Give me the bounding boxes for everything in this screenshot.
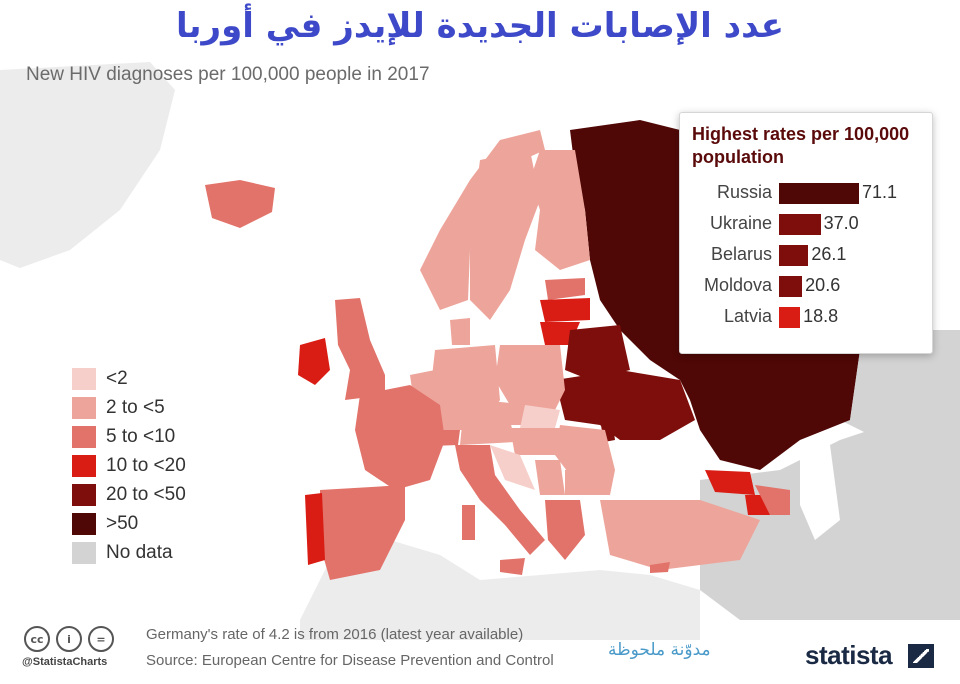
denmark-region: [450, 318, 470, 345]
blog-watermark: مدوّنة ملحوظة: [608, 640, 711, 660]
bar-value-russia: 71.1: [862, 182, 898, 202]
serbia-region: [535, 460, 565, 495]
turkey-region: [600, 500, 760, 570]
slovakia-region: [520, 405, 560, 428]
bar-value-ukraine: 37.0: [823, 213, 859, 233]
black-sea: [615, 440, 700, 490]
highest-rates-title: Highest rates per 100,000 population: [692, 124, 910, 167]
sicily-region: [500, 558, 525, 575]
bar-latvia: [779, 307, 801, 328]
iceland-region: [205, 180, 275, 228]
page-title: عدد الإصابات الجديدة للإيدز في أوربا: [176, 6, 784, 46]
azerbaijan-region: [755, 485, 790, 515]
legend-label-5to10: 5 to <10: [106, 425, 176, 447]
sardinia-region: [462, 505, 475, 540]
uk-region: [335, 298, 385, 400]
legend-item-10to20: 10 to <20: [72, 451, 186, 480]
legend-swatch-2to5: [72, 396, 96, 419]
bar-label-russia: Russia: [716, 182, 772, 202]
kazakhstan-region: [850, 340, 950, 420]
bar-label-ukraine: Ukraine: [709, 213, 772, 233]
caspian-sea: [800, 445, 840, 540]
legend-swatch-10to20: [72, 454, 96, 477]
bar-ukraine: [779, 214, 821, 235]
legend-swatch-gt50: [72, 512, 96, 535]
latvia-region: [540, 298, 590, 322]
legend-label-10to20: 10 to <20: [106, 454, 186, 476]
hungary-region: [510, 428, 565, 455]
romania-region: [555, 425, 615, 475]
legend-item-nodata: No data: [72, 538, 186, 567]
switzerland-region: [430, 430, 460, 446]
source-text: Source: European Centre for Disease Prev…: [146, 652, 554, 669]
bar-value-moldova: 20.6: [805, 275, 841, 295]
norway-region: [420, 130, 545, 310]
footnote: Germany's rate of 4.2 is from 2016 (late…: [146, 626, 524, 643]
legend-label-nodata: No data: [106, 541, 173, 563]
czechia-region: [480, 400, 530, 425]
france-region: [355, 385, 445, 490]
bar-value-belarus: 26.1: [811, 244, 847, 264]
legend-item-lt2: <2: [72, 364, 186, 393]
ireland-region: [298, 338, 330, 385]
belarus-region: [565, 325, 630, 380]
bar-russia: [779, 183, 859, 204]
bar-moldova: [779, 276, 803, 297]
legend-swatch-nodata: [72, 541, 96, 564]
bulgaria-region: [565, 470, 615, 495]
attribution-icon: i: [56, 626, 82, 652]
legend-item-20to50: 20 to <50: [72, 480, 186, 509]
bar-label-moldova: Moldova: [703, 275, 772, 295]
austria-region: [460, 420, 515, 445]
cc-icon: cc: [24, 626, 50, 652]
bar-label-belarus: Belarus: [710, 244, 772, 264]
cyprus-region: [650, 562, 670, 573]
twitter-handle[interactable]: @StatistaCharts: [22, 656, 108, 668]
bar-label-latvia: Latvia: [723, 306, 772, 326]
ukraine-region: [555, 370, 695, 440]
north-africa-landmass: [300, 540, 700, 640]
no-derivatives-icon: =: [88, 626, 114, 652]
slovenia-croatia-region: [490, 445, 535, 490]
page-subtitle: New HIV diagnoses per 100,000 people in …: [26, 64, 430, 85]
finland-region: [530, 150, 590, 270]
bar-value-latvia: 18.8: [803, 306, 839, 326]
legend-item-gt50: >50: [72, 509, 186, 538]
legend-swatch-5to10: [72, 425, 96, 448]
spain-region: [320, 485, 405, 580]
statista-logo-icon: [908, 644, 934, 668]
legend-item-2to5: 2 to <5: [72, 393, 186, 422]
highest-rates-panel: Highest rates per 100,000 population Rus…: [679, 112, 933, 354]
map-legend: <2 2 to <5 5 to <10 10 to <20 20 to <50 …: [72, 364, 186, 567]
portugal-region: [305, 493, 325, 565]
legend-swatch-lt2: [72, 367, 96, 390]
legend-label-2to5: 2 to <5: [106, 396, 165, 418]
greece-region: [545, 500, 585, 560]
legend-label-20to50: 20 to <50: [106, 483, 186, 505]
poland-region: [495, 345, 565, 410]
estonia-region: [545, 278, 585, 300]
legend-swatch-20to50: [72, 483, 96, 506]
bar-belarus: [779, 245, 809, 266]
legend-label-gt50: >50: [106, 512, 139, 534]
italy-region: [455, 445, 545, 555]
license-icons: cc i =: [24, 626, 114, 652]
legend-item-5to10: 5 to <10: [72, 422, 186, 451]
greenland-landmass: [0, 62, 175, 268]
georgia-region: [705, 470, 755, 495]
legend-label-lt2: <2: [106, 367, 128, 389]
statista-logo-text[interactable]: statista: [805, 640, 893, 670]
